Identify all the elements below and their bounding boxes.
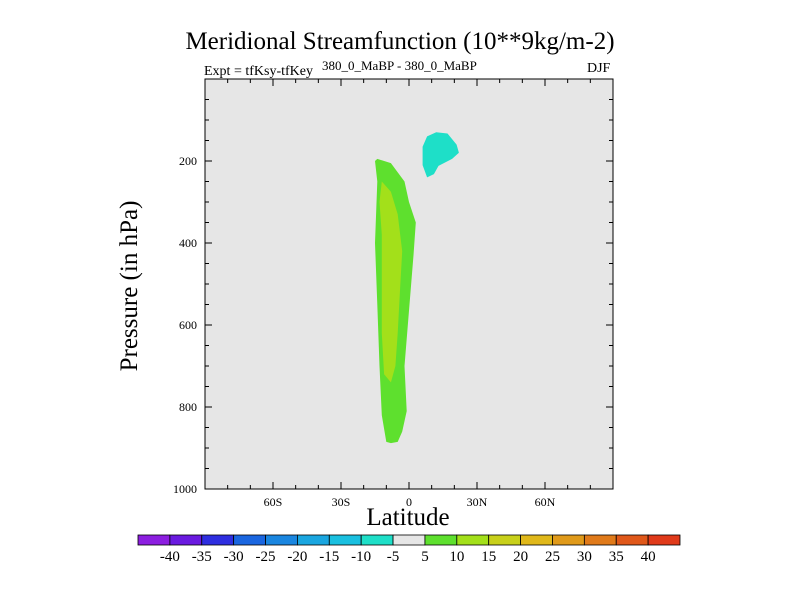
colorbar-label: -10 [351, 549, 371, 565]
colorbar-box [424, 534, 458, 546]
colorbar-box [583, 534, 617, 546]
chart-title: Meridional Streamfunction (10**9kg/m-2) [185, 28, 615, 55]
x-tick-label: 60S [264, 495, 283, 509]
colorbar-label: 35 [609, 549, 624, 565]
x-tick-label: 0 [406, 495, 412, 509]
colorbar-label: -25 [256, 549, 276, 565]
colorbar-box [615, 534, 649, 546]
colorbar-label: 25 [545, 549, 560, 565]
contour-positive-cell-10-15 [379, 181, 403, 383]
season-label: DJF [587, 61, 611, 76]
colorbar-box [360, 534, 394, 546]
colorbar-label: 20 [513, 549, 528, 565]
colorbar-box [392, 534, 426, 546]
colorbar-box [552, 534, 585, 546]
y-tick-label: 1000 [173, 482, 197, 496]
colorbar-label: -35 [192, 549, 212, 565]
x-tick-label: 30S [332, 495, 351, 509]
colorbar-label: -20 [287, 549, 307, 565]
x-tick-label: 30N [467, 495, 488, 509]
x-axis-label: Latitude [366, 504, 450, 531]
colorbar-box [488, 534, 521, 546]
colorbar-label: 40 [641, 549, 656, 565]
experiment-label: Expt = tfKsy-tfKey [204, 64, 313, 79]
colorbar-box [520, 534, 553, 546]
colorbar-box [201, 534, 235, 546]
colorbar-label: -30 [224, 549, 244, 565]
y-tick-label: 600 [179, 318, 197, 332]
colorbar-box [169, 534, 203, 546]
colorbar-box [456, 534, 490, 546]
colorbar-label: -15 [319, 549, 339, 565]
colorbar-label: -40 [160, 549, 180, 565]
colorbar-label: -5 [387, 549, 400, 565]
colorbar-box [137, 534, 171, 546]
colorbar-box [647, 534, 681, 546]
y-tick-label: 800 [179, 400, 197, 414]
colorbar-box [233, 534, 266, 546]
colorbar-box [328, 534, 362, 546]
y-tick-label: 400 [179, 236, 197, 250]
colorbar-label: 30 [577, 549, 592, 565]
y-tick-label: 200 [179, 154, 197, 168]
colorbar-box [297, 534, 330, 546]
colorbar-label: 15 [481, 549, 496, 565]
comparison-label: 380_0_MaBP - 380_0_MaBP [322, 58, 477, 73]
colorbar-label: 5 [421, 549, 429, 565]
contour-negative-cell-minus10-minus5 [422, 132, 459, 178]
colorbar-label: 10 [449, 549, 464, 565]
x-tick-label: 60N [535, 495, 556, 509]
colorbar-box [265, 534, 298, 546]
